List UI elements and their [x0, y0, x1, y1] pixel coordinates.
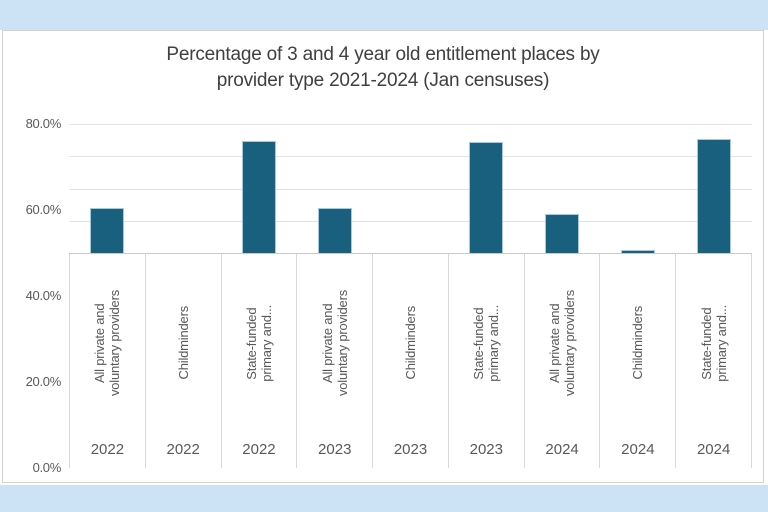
bar-2024-state-funded: [697, 139, 732, 253]
category-cell-4: All private and voluntary providers 2023: [297, 254, 374, 468]
y-axis: 80.0% 60.0% 40.0% 20.0% 0.0%: [5, 116, 62, 475]
provider-label-wrap: Childminders: [373, 254, 448, 432]
provider-label-wrap: Childminders: [600, 254, 675, 432]
plot-column-3: [221, 124, 297, 253]
plot-column-9: [676, 124, 752, 253]
bar-2023-state-funded: [469, 141, 504, 253]
gridline-20: [69, 220, 752, 222]
category-axis: All private and voluntary providers 2022 Ch…: [69, 254, 753, 468]
year-label: 2023: [393, 441, 428, 458]
provider-label: State-funded primary and...: [698, 304, 729, 382]
year-label: 2022: [242, 441, 276, 458]
provider-label-wrap: All private and voluntary providers: [297, 254, 372, 432]
bar-2023-all-private-and: [317, 207, 352, 253]
year-label: 2024: [621, 441, 655, 458]
chart-area: 80.0% 60.0% 40.0% 20.0% 0.0% All private and…: [26, 116, 753, 475]
bottom-band: [0, 485, 768, 512]
bar-2024-all-private-and: [545, 214, 580, 253]
y-tick-label: 80.0%: [25, 116, 62, 131]
plot-area: [69, 124, 752, 254]
plot-column-1: [69, 124, 145, 253]
plot-column-8: [600, 124, 676, 253]
provider-label: Childminders: [630, 306, 646, 380]
gridline-40: [69, 188, 752, 190]
year-label: 2024: [545, 441, 579, 458]
year-label: 2023: [318, 441, 352, 458]
category-cell-9: State-funded primary and... 2024: [676, 254, 753, 468]
year-label: 2022: [166, 441, 200, 458]
bar-2022-all-private-and: [89, 207, 124, 253]
provider-label-wrap: State-funded primary and...: [222, 254, 297, 432]
category-cell-3: State-funded primary and... 2022: [222, 254, 298, 468]
chart-container: Percentage of 3 and 4 year old entitleme…: [2, 30, 764, 483]
provider-label: All private and voluntary providers: [319, 289, 350, 397]
top-band: [0, 0, 768, 30]
provider-label-wrap: State-funded primary and...: [676, 254, 751, 432]
y-tick-label: 0.0%: [32, 460, 62, 475]
gridline-80: [69, 124, 752, 125]
provider-label-wrap: All private and voluntary providers: [70, 254, 145, 432]
provider-label-wrap: All private and voluntary providers: [525, 254, 600, 432]
year-label: 2024: [696, 441, 731, 458]
category-cell-8: Childminders 2024: [600, 254, 677, 468]
chart-title-line-1: Percentage of 3 and 4 year old entitleme…: [166, 44, 600, 65]
year-label: 2022: [90, 441, 125, 458]
plot-column-7: [524, 124, 600, 253]
provider-label: State-funded primary and...: [243, 304, 274, 382]
plot-column-6: [448, 124, 524, 253]
category-cell-5: Childminders 2023: [373, 254, 449, 468]
plot-column-4: [297, 124, 373, 253]
category-cell-7: All private and voluntary providers 2024: [525, 254, 601, 468]
y-tick-label: 20.0%: [25, 374, 62, 389]
provider-label-wrap: State-funded primary and...: [449, 254, 524, 432]
provider-label: Childminders: [403, 306, 419, 380]
provider-label-wrap: Childminders: [146, 254, 221, 432]
provider-label: All private and voluntary providers: [92, 289, 123, 397]
category-cell-6: State-funded primary and... 2023: [449, 254, 525, 468]
plot-column-2: [145, 124, 221, 253]
category-cell-1: All private and voluntary providers 2022: [69, 254, 146, 468]
provider-label: All private and voluntary providers: [547, 289, 578, 397]
chart-title-line-2: provider type 2021-2024 (Jan censuses): [216, 70, 550, 91]
chart-title: Percentage of 3 and 4 year old entitleme…: [3, 42, 763, 94]
plot-column-5: [373, 124, 449, 253]
bar-2022-state-funded: [241, 140, 276, 253]
provider-label: State-funded primary and...: [471, 304, 502, 382]
year-label: 2023: [469, 441, 503, 458]
provider-label: Childminders: [175, 306, 191, 380]
bar-2024-childminders: [621, 249, 656, 253]
y-tick-label: 60.0%: [25, 202, 62, 217]
y-tick-label: 40.0%: [25, 288, 62, 303]
gridline-60: [69, 156, 752, 158]
category-cell-2: Childminders 2022: [146, 254, 222, 468]
